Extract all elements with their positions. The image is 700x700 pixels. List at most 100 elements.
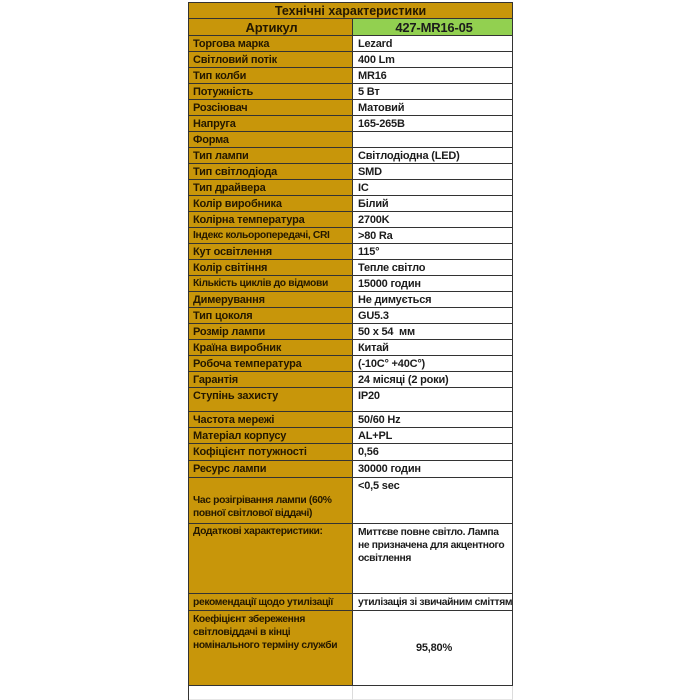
spec-value-cell: Китай bbox=[353, 340, 513, 356]
spec-value-cell: SMD bbox=[353, 164, 513, 180]
table-row: Світловий потік 400 Lm bbox=[189, 52, 513, 68]
spec-table: Технічні характеристики Артикул 427-MR16… bbox=[188, 2, 513, 700]
table-row: Тип світлодіода SMD bbox=[189, 164, 513, 180]
spec-name-cell: Димерування bbox=[189, 292, 353, 308]
spec-value-cell: Миттєве повне світло. Лампа не призначен… bbox=[353, 524, 513, 594]
spec-value-cell: Тепле світло bbox=[353, 260, 513, 276]
spec-name-cell: Кофіцієнт потужності bbox=[189, 444, 353, 461]
spec-name-cell: Тип колби bbox=[189, 68, 353, 84]
spec-value-cell: 50 x 54 мм bbox=[353, 324, 513, 340]
spec-name-cell: Колір світіння bbox=[189, 260, 353, 276]
spec-value-cell: Світлодіодна (LED) bbox=[353, 148, 513, 164]
table-row: Тип цоколя GU5.3 bbox=[189, 308, 513, 324]
spec-value-cell bbox=[353, 132, 513, 148]
spec-value-cell: 165-265В bbox=[353, 116, 513, 132]
spec-name-cell: Тип драйвера bbox=[189, 180, 353, 196]
spec-value-cell: GU5.3 bbox=[353, 308, 513, 324]
spec-name-cell: Робоча температура bbox=[189, 356, 353, 372]
table-row: Розсіювач Матовий bbox=[189, 100, 513, 116]
table-title: Технічні характеристики bbox=[189, 3, 513, 19]
table-row: Торгова марка Lezard bbox=[189, 36, 513, 52]
spec-value-cell: >80 Ra bbox=[353, 228, 513, 244]
spec-value-cell: 15000 годин bbox=[353, 276, 513, 292]
spec-value-cell: 0,56 bbox=[353, 444, 513, 461]
spec-value-cell: IP20 bbox=[353, 388, 513, 412]
spec-name-cell: Колір виробника bbox=[189, 196, 353, 212]
spec-name-cell: Коефіцієнт збереження світловіддачі в кі… bbox=[189, 611, 353, 686]
table-row: Потужність 5 Вт bbox=[189, 84, 513, 100]
spec-value-cell: Lezard bbox=[353, 36, 513, 52]
spec-value-cell: (-10C° +40C°) bbox=[353, 356, 513, 372]
spec-value-cell: 50/60 Hz bbox=[353, 412, 513, 428]
artikul-label: Артикул bbox=[189, 19, 353, 36]
table-row: Тип лампи Світлодіодна (LED) bbox=[189, 148, 513, 164]
spec-name-cell: Тип світлодіода bbox=[189, 164, 353, 180]
table-row: Коефіцієнт збереження світловіддачі в кі… bbox=[189, 611, 513, 686]
spec-rows: Торгова марка Lezard Світловий потік 400… bbox=[189, 36, 513, 686]
spec-value-cell: утилізація зі звичайним сміттям bbox=[353, 594, 513, 611]
table-row: Ступінь захисту IP20 bbox=[189, 388, 513, 412]
spec-value-cell: 24 місяці (2 роки) bbox=[353, 372, 513, 388]
spec-name-cell: Розмір лампи bbox=[189, 324, 353, 340]
spec-name-cell: Кількість циклів до відмови bbox=[189, 276, 353, 292]
spec-value-cell: 400 Lm bbox=[353, 52, 513, 68]
spec-name-cell: Індекс кольоропередачі, CRI bbox=[189, 228, 353, 244]
spec-value-cell: <0,5 sec bbox=[353, 478, 513, 524]
spec-name-cell: Напруга bbox=[189, 116, 353, 132]
spec-name-cell: рекомендації щодо утилізації bbox=[189, 594, 353, 611]
table-row: Робоча температура (-10C° +40C°) bbox=[189, 356, 513, 372]
table-row: Колір світіння Тепле світло bbox=[189, 260, 513, 276]
table-row: Тип колби MR16 bbox=[189, 68, 513, 84]
spec-name-cell: Тип лампи bbox=[189, 148, 353, 164]
spec-value-cell: Не димується bbox=[353, 292, 513, 308]
table-row: Напруга 165-265В bbox=[189, 116, 513, 132]
spec-name-cell: Колірна температура bbox=[189, 212, 353, 228]
spec-value-cell: 2700K bbox=[353, 212, 513, 228]
table-row: Матеріал корпусу AL+PL bbox=[189, 428, 513, 444]
spec-value-cell: MR16 bbox=[353, 68, 513, 84]
table-row: Форма bbox=[189, 132, 513, 148]
spec-name-cell: Матеріал корпусу bbox=[189, 428, 353, 444]
empty-cell bbox=[189, 686, 353, 700]
table-row: Кількість циклів до відмови 15000 годин bbox=[189, 276, 513, 292]
table-row: Кут освітлення 115° bbox=[189, 244, 513, 260]
spec-name-cell: Ресурс лампи bbox=[189, 461, 353, 478]
table-row: Димерування Не димується bbox=[189, 292, 513, 308]
spec-name-cell: Кут освітлення bbox=[189, 244, 353, 260]
spec-name-cell: Потужність bbox=[189, 84, 353, 100]
spec-name-cell: Гарантія bbox=[189, 372, 353, 388]
artikul-value: 427-MR16-05 bbox=[353, 19, 513, 36]
spec-name-cell: Форма bbox=[189, 132, 353, 148]
table-row: Колір виробника Білий bbox=[189, 196, 513, 212]
spec-value-cell: Матовий bbox=[353, 100, 513, 116]
artikul-row: Артикул 427-MR16-05 bbox=[189, 19, 513, 36]
table-row: Ресурс лампи 30000 годин bbox=[189, 461, 513, 478]
spec-value-cell: IC bbox=[353, 180, 513, 196]
table-row: Країна виробник Китай bbox=[189, 340, 513, 356]
spec-name-cell: Розсіювач bbox=[189, 100, 353, 116]
table-row: Додаткові характеристики: Миттєве повне … bbox=[189, 524, 513, 594]
spec-value-cell: 115° bbox=[353, 244, 513, 260]
table-row: Частота мережі 50/60 Hz bbox=[189, 412, 513, 428]
empty-cell bbox=[353, 686, 513, 700]
spec-name-cell: Світловий потік bbox=[189, 52, 353, 68]
spec-name-cell: Час розігрівання лампи (60% повної світл… bbox=[189, 478, 353, 524]
spec-name-cell: Країна виробник bbox=[189, 340, 353, 356]
table-row: Тип драйвера IC bbox=[189, 180, 513, 196]
table-row: Розмір лампи 50 x 54 мм bbox=[189, 324, 513, 340]
table-row: Гарантія 24 місяці (2 роки) bbox=[189, 372, 513, 388]
spec-value-cell: Білий bbox=[353, 196, 513, 212]
empty-grid-row bbox=[189, 686, 513, 700]
spec-value-cell: 5 Вт bbox=[353, 84, 513, 100]
spec-value-cell: 95,80% bbox=[353, 611, 513, 686]
spec-name-cell: Ступінь захисту bbox=[189, 388, 353, 412]
spec-value-cell: AL+PL bbox=[353, 428, 513, 444]
spec-name-cell: Тип цоколя bbox=[189, 308, 353, 324]
spec-name-cell: Частота мережі bbox=[189, 412, 353, 428]
table-row: Час розігрівання лампи (60% повної світл… bbox=[189, 478, 513, 524]
spec-name-cell: Додаткові характеристики: bbox=[189, 524, 353, 594]
table-row: Кофіцієнт потужності 0,56 bbox=[189, 444, 513, 461]
spec-value-cell: 30000 годин bbox=[353, 461, 513, 478]
table-row: рекомендації щодо утилізації утилізація … bbox=[189, 594, 513, 611]
spec-name-cell: Торгова марка bbox=[189, 36, 353, 52]
